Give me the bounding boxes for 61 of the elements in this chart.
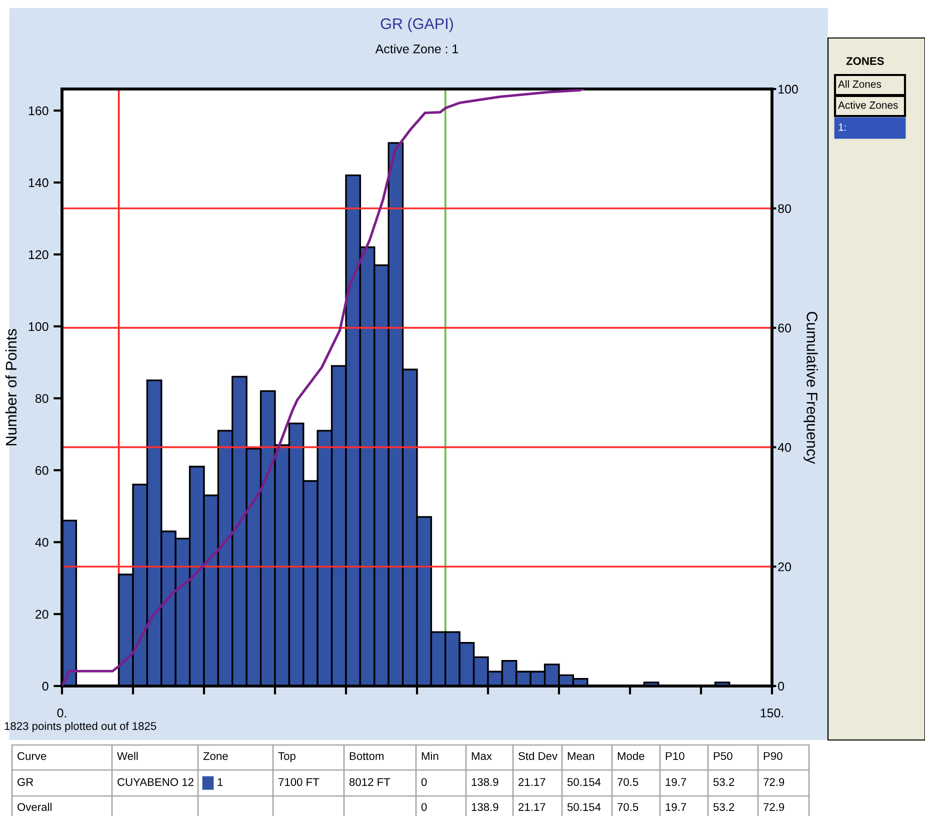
x-tick-label: 150. — [760, 708, 784, 718]
y-axis-title: Number of Points — [5, 329, 17, 446]
text: Active Zones — [838, 101, 898, 109]
text: 8012 FT — [349, 778, 390, 786]
text: 0 — [421, 803, 427, 811]
x-tick-label: 0. — [57, 708, 66, 718]
y-tick-label: 80 — [35, 394, 48, 403]
text: 19.7 — [666, 803, 686, 811]
text: Well — [117, 752, 138, 760]
text: Zone — [203, 752, 228, 760]
text: 72.9 — [764, 778, 784, 786]
text: 1: — [838, 124, 846, 131]
text: 53.2 — [713, 803, 734, 811]
y-tick-label: 0 — [42, 682, 48, 691]
text: Overall — [18, 802, 52, 811]
text: Mean — [568, 752, 594, 760]
text: Max — [472, 752, 492, 760]
text: 1823 points plotted out of 1825 — [4, 722, 156, 732]
text: 138.9 — [472, 778, 498, 786]
y2-tick-label: 60 — [778, 324, 791, 332]
text: 1 — [218, 778, 223, 786]
text: 19.7 — [666, 778, 686, 786]
text: Min — [422, 752, 438, 760]
chart-title: GR (GAPI) — [380, 18, 453, 32]
text: Mode — [618, 752, 644, 760]
text: Std Dev — [518, 752, 558, 760]
text: 53.2 — [713, 778, 734, 786]
y-tick-label: 160 — [28, 106, 48, 116]
y2-tick-label: 40 — [778, 443, 791, 452]
text: Bottom — [350, 752, 384, 760]
y-tick-label: 140 — [28, 178, 48, 188]
y2-tick-label: 100 — [778, 84, 798, 94]
text: P10 — [666, 752, 684, 760]
y-tick-label: 60 — [36, 466, 48, 475]
text: GR — [18, 778, 34, 786]
y-tick-label: 100 — [28, 322, 48, 332]
y-tick-label: 40 — [35, 538, 48, 547]
text: 21.17 — [518, 803, 546, 811]
text: 138.9 — [472, 803, 498, 811]
text: 50.154 — [567, 803, 601, 811]
text: 72.9 — [764, 803, 784, 811]
y2-tick-label: 20 — [778, 562, 791, 572]
y2-tick-label: 0 — [778, 682, 784, 691]
y2-tick-label: 80 — [778, 204, 791, 214]
text: Top — [278, 752, 296, 762]
text: CUYABENO 12 — [118, 778, 194, 786]
text: 70.5 — [618, 778, 638, 786]
text: Curve — [18, 752, 46, 760]
chart-subtitle: Active Zone : 1 — [375, 44, 458, 54]
text: All Zones — [838, 80, 882, 88]
text: 21.17 — [518, 778, 546, 786]
y-tick-label: 120 — [28, 250, 48, 260]
text: P50 — [714, 752, 732, 760]
text: P90 — [764, 752, 782, 760]
text: 50.154 — [567, 778, 601, 786]
text: 0 — [421, 778, 427, 786]
text: 70.5 — [618, 803, 638, 811]
y-tick-label: 20 — [36, 610, 48, 619]
y2-axis-title: Cumulative Frequency — [804, 312, 818, 464]
text: ZONES — [846, 57, 884, 65]
text: 7100 FT — [278, 778, 320, 786]
